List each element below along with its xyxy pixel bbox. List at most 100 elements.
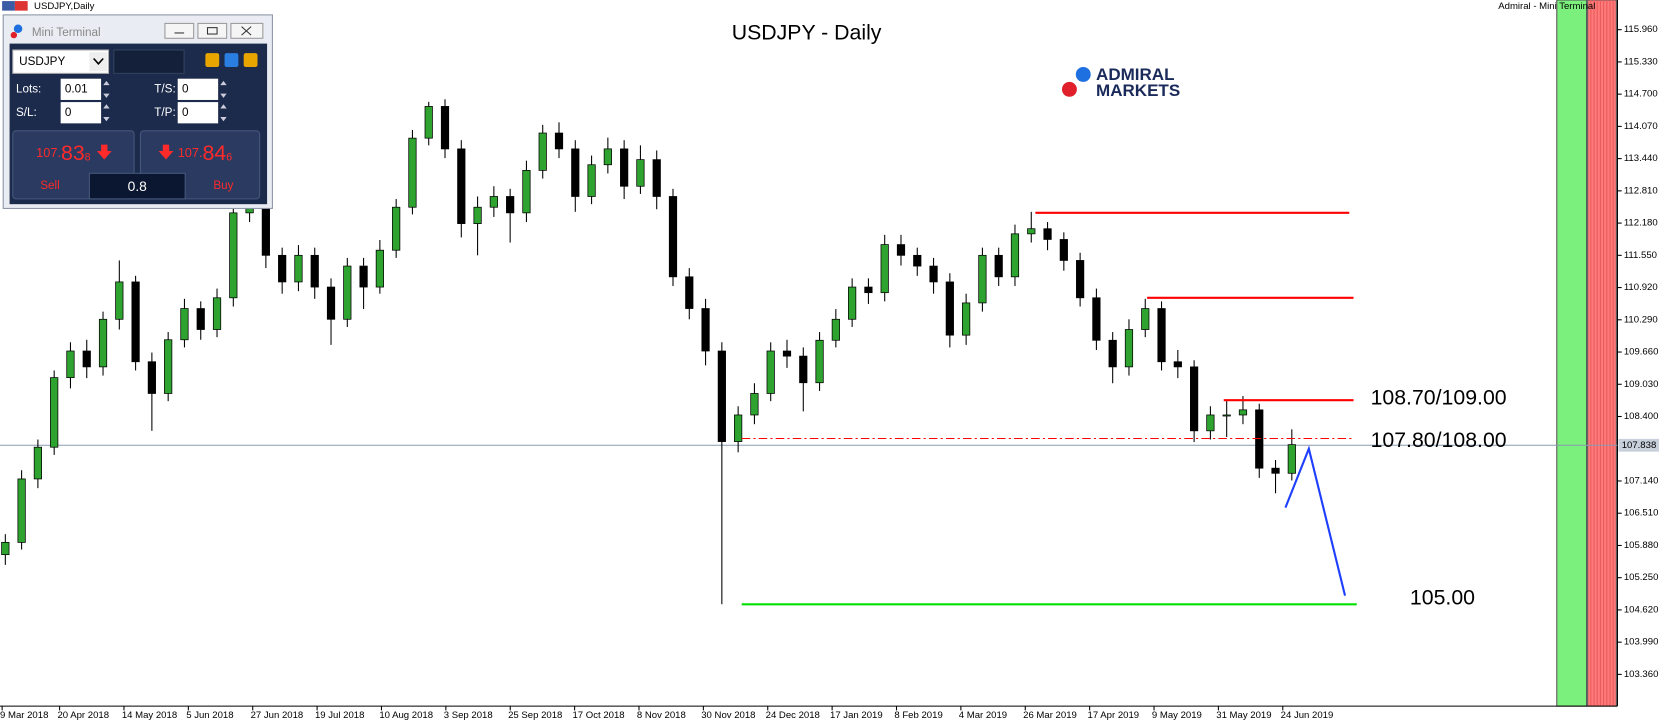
field-value: 0 (65, 106, 72, 119)
x-tick-label: 4 Mar 2019 (959, 710, 1007, 721)
tool-button[interactable] (243, 53, 258, 67)
candle-body (848, 286, 857, 320)
window-icon (10, 31, 18, 39)
price-label-box (1618, 438, 1659, 452)
icon (241, 26, 252, 36)
candle-body (522, 170, 531, 214)
candle-body (782, 350, 792, 357)
x-tick-label: 17 Jan 2019 (830, 710, 883, 721)
x-tick-label: 14 May 2018 (122, 710, 177, 721)
candle-body (424, 106, 433, 139)
candle-body (717, 350, 726, 442)
flag-icon (14, 1, 28, 11)
x-tick-label: 8 Feb 2019 (894, 710, 942, 721)
candle-body (1092, 297, 1101, 341)
sell-label: Sell (40, 179, 60, 192)
x-tick-label: 24 Jun 2019 (1281, 710, 1334, 721)
tool-button[interactable] (205, 53, 220, 67)
candle-body (1124, 329, 1134, 368)
candle-body (310, 254, 319, 288)
input-box[interactable] (113, 49, 185, 74)
mini-terminal: Mini Terminal USDJPY Lots: 0.01 T/S: 0 S… (2, 14, 273, 209)
chart-header: USDJPY,Daily (34, 1, 95, 12)
chart-title: USDJPY - Daily (732, 21, 882, 45)
candle-body (278, 254, 287, 283)
candle-body (1, 542, 10, 556)
indicator-column (1556, 0, 1588, 707)
candle-body (33, 446, 42, 480)
window-title: Mini Terminal (32, 26, 101, 39)
x-tick-label: 8 Nov 2018 (637, 710, 686, 721)
x-tick-label: 31 May 2019 (1216, 710, 1271, 721)
minimize-button[interactable] (164, 22, 195, 39)
symbol-select[interactable] (12, 49, 110, 74)
candle-body (734, 414, 743, 442)
candle-body (636, 159, 645, 187)
price-part: 6 (226, 151, 232, 163)
lots-input[interactable] (60, 78, 102, 100)
candle-body (1206, 414, 1215, 432)
candle-body (1108, 339, 1117, 368)
candle-body (1076, 260, 1085, 299)
price-part: 107. (178, 146, 203, 161)
candle-body (766, 350, 775, 394)
field-label: T/S: (154, 82, 175, 95)
icon (206, 27, 218, 35)
window-icon (13, 24, 23, 33)
y-tick-label: 115.960 (1624, 24, 1658, 35)
candle-body (929, 265, 938, 283)
x-tick-label: 10 Aug 2018 (379, 710, 433, 721)
candle-body (1222, 414, 1231, 417)
x-tick-label: 17 Oct 2018 (572, 710, 624, 721)
buy-label: Buy (213, 179, 233, 192)
price-part: 84 (203, 141, 227, 165)
y-tick-label: 103.990 (1624, 637, 1659, 648)
x-tick-label: 9 May 2019 (1152, 710, 1202, 721)
candle-body (473, 206, 482, 224)
sell-price: 107.838 (36, 141, 91, 165)
price-part: 83 (61, 141, 85, 165)
field-value: 0 (182, 82, 189, 95)
candle-body (668, 196, 678, 278)
candle-body (750, 393, 759, 416)
candle-body (359, 265, 368, 288)
tool-button[interactable] (224, 53, 239, 67)
y-tick-label: 105.880 (1624, 540, 1659, 551)
x-tick-label: 26 Mar 2019 (1023, 710, 1077, 721)
tp-input[interactable] (177, 102, 219, 124)
y-tick-label: 112.180 (1624, 218, 1658, 229)
dropdown-button[interactable] (89, 52, 108, 72)
x-tick-label: 17 Apr 2019 (1088, 710, 1140, 721)
y-tick-label: 110.920 (1624, 282, 1658, 293)
y-tick-label: 112.810 (1624, 185, 1658, 196)
price-part: 8 (85, 151, 91, 163)
candle-body (115, 281, 124, 320)
ts-input[interactable] (177, 78, 219, 100)
sl-input[interactable] (60, 102, 102, 124)
candle-body (1287, 444, 1296, 474)
candle-body (489, 196, 498, 208)
candle-body (196, 308, 205, 330)
field-value: 0.01 (65, 82, 88, 95)
x-tick-label: 24 Dec 2018 (766, 710, 820, 721)
candle-body (978, 254, 987, 304)
candle-body (440, 106, 450, 150)
candle-body (1010, 233, 1020, 278)
candle-body (294, 254, 303, 283)
candle-body (1173, 361, 1182, 368)
chevron (93, 57, 104, 65)
candle-body (1059, 239, 1068, 261)
candle-body (17, 478, 26, 543)
candle-body (82, 350, 91, 368)
candle-body (1141, 308, 1150, 330)
candle-body (831, 318, 840, 341)
projection-line (1284, 445, 1347, 596)
candle-body (408, 137, 417, 208)
maximize-button[interactable] (197, 22, 228, 39)
x-tick-label: 20 Apr 2018 (57, 710, 109, 721)
candle-body (880, 244, 889, 294)
